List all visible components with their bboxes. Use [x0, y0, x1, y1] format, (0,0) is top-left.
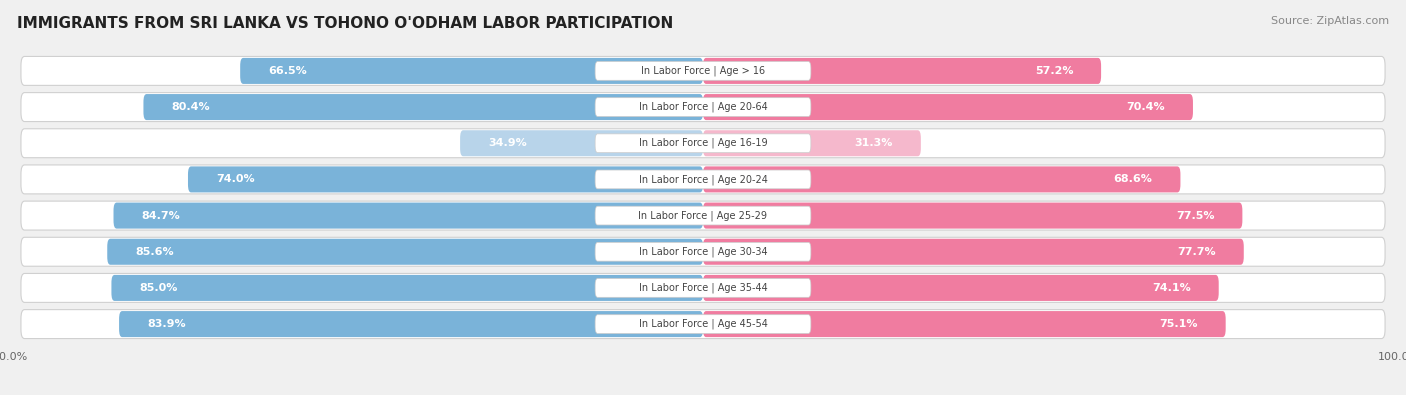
FancyBboxPatch shape: [120, 311, 703, 337]
Text: In Labor Force | Age 45-54: In Labor Force | Age 45-54: [638, 319, 768, 329]
FancyBboxPatch shape: [21, 237, 1385, 266]
Text: 34.9%: 34.9%: [488, 138, 527, 148]
Text: In Labor Force | Age > 16: In Labor Force | Age > 16: [641, 66, 765, 76]
Text: Source: ZipAtlas.com: Source: ZipAtlas.com: [1271, 16, 1389, 26]
FancyBboxPatch shape: [595, 134, 811, 152]
FancyBboxPatch shape: [703, 203, 1243, 229]
FancyBboxPatch shape: [21, 273, 1385, 303]
FancyBboxPatch shape: [595, 98, 811, 117]
FancyBboxPatch shape: [703, 311, 1226, 337]
FancyBboxPatch shape: [21, 201, 1385, 230]
Text: 66.5%: 66.5%: [269, 66, 307, 76]
FancyBboxPatch shape: [21, 92, 1385, 122]
FancyBboxPatch shape: [114, 203, 703, 229]
Text: In Labor Force | Age 30-34: In Labor Force | Age 30-34: [638, 246, 768, 257]
FancyBboxPatch shape: [595, 315, 811, 333]
Text: In Labor Force | Age 25-29: In Labor Force | Age 25-29: [638, 210, 768, 221]
FancyBboxPatch shape: [460, 130, 703, 156]
Text: 31.3%: 31.3%: [855, 138, 893, 148]
Text: 85.6%: 85.6%: [135, 247, 174, 257]
FancyBboxPatch shape: [703, 239, 1244, 265]
FancyBboxPatch shape: [595, 278, 811, 297]
Text: 80.4%: 80.4%: [172, 102, 209, 112]
Text: In Labor Force | Age 35-44: In Labor Force | Age 35-44: [638, 283, 768, 293]
Text: In Labor Force | Age 20-64: In Labor Force | Age 20-64: [638, 102, 768, 112]
FancyBboxPatch shape: [703, 166, 1181, 192]
FancyBboxPatch shape: [240, 58, 703, 84]
FancyBboxPatch shape: [143, 94, 703, 120]
FancyBboxPatch shape: [595, 62, 811, 80]
Text: 83.9%: 83.9%: [146, 319, 186, 329]
FancyBboxPatch shape: [21, 310, 1385, 339]
Text: 68.6%: 68.6%: [1114, 175, 1153, 184]
FancyBboxPatch shape: [21, 129, 1385, 158]
FancyBboxPatch shape: [595, 243, 811, 261]
Text: 85.0%: 85.0%: [139, 283, 177, 293]
FancyBboxPatch shape: [21, 56, 1385, 85]
FancyBboxPatch shape: [703, 94, 1192, 120]
FancyBboxPatch shape: [111, 275, 703, 301]
FancyBboxPatch shape: [21, 165, 1385, 194]
Text: 70.4%: 70.4%: [1126, 102, 1166, 112]
FancyBboxPatch shape: [703, 130, 921, 156]
Text: 84.7%: 84.7%: [142, 211, 180, 220]
FancyBboxPatch shape: [595, 206, 811, 225]
Text: In Labor Force | Age 20-24: In Labor Force | Age 20-24: [638, 174, 768, 185]
Text: 74.1%: 74.1%: [1152, 283, 1191, 293]
FancyBboxPatch shape: [703, 58, 1101, 84]
Text: IMMIGRANTS FROM SRI LANKA VS TOHONO O'ODHAM LABOR PARTICIPATION: IMMIGRANTS FROM SRI LANKA VS TOHONO O'OD…: [17, 16, 673, 31]
FancyBboxPatch shape: [188, 166, 703, 192]
FancyBboxPatch shape: [107, 239, 703, 265]
Text: 77.7%: 77.7%: [1177, 247, 1216, 257]
FancyBboxPatch shape: [703, 275, 1219, 301]
Text: 75.1%: 75.1%: [1160, 319, 1198, 329]
FancyBboxPatch shape: [595, 170, 811, 189]
Text: 74.0%: 74.0%: [217, 175, 254, 184]
Text: 77.5%: 77.5%: [1175, 211, 1215, 220]
Text: 57.2%: 57.2%: [1035, 66, 1073, 76]
Text: In Labor Force | Age 16-19: In Labor Force | Age 16-19: [638, 138, 768, 149]
